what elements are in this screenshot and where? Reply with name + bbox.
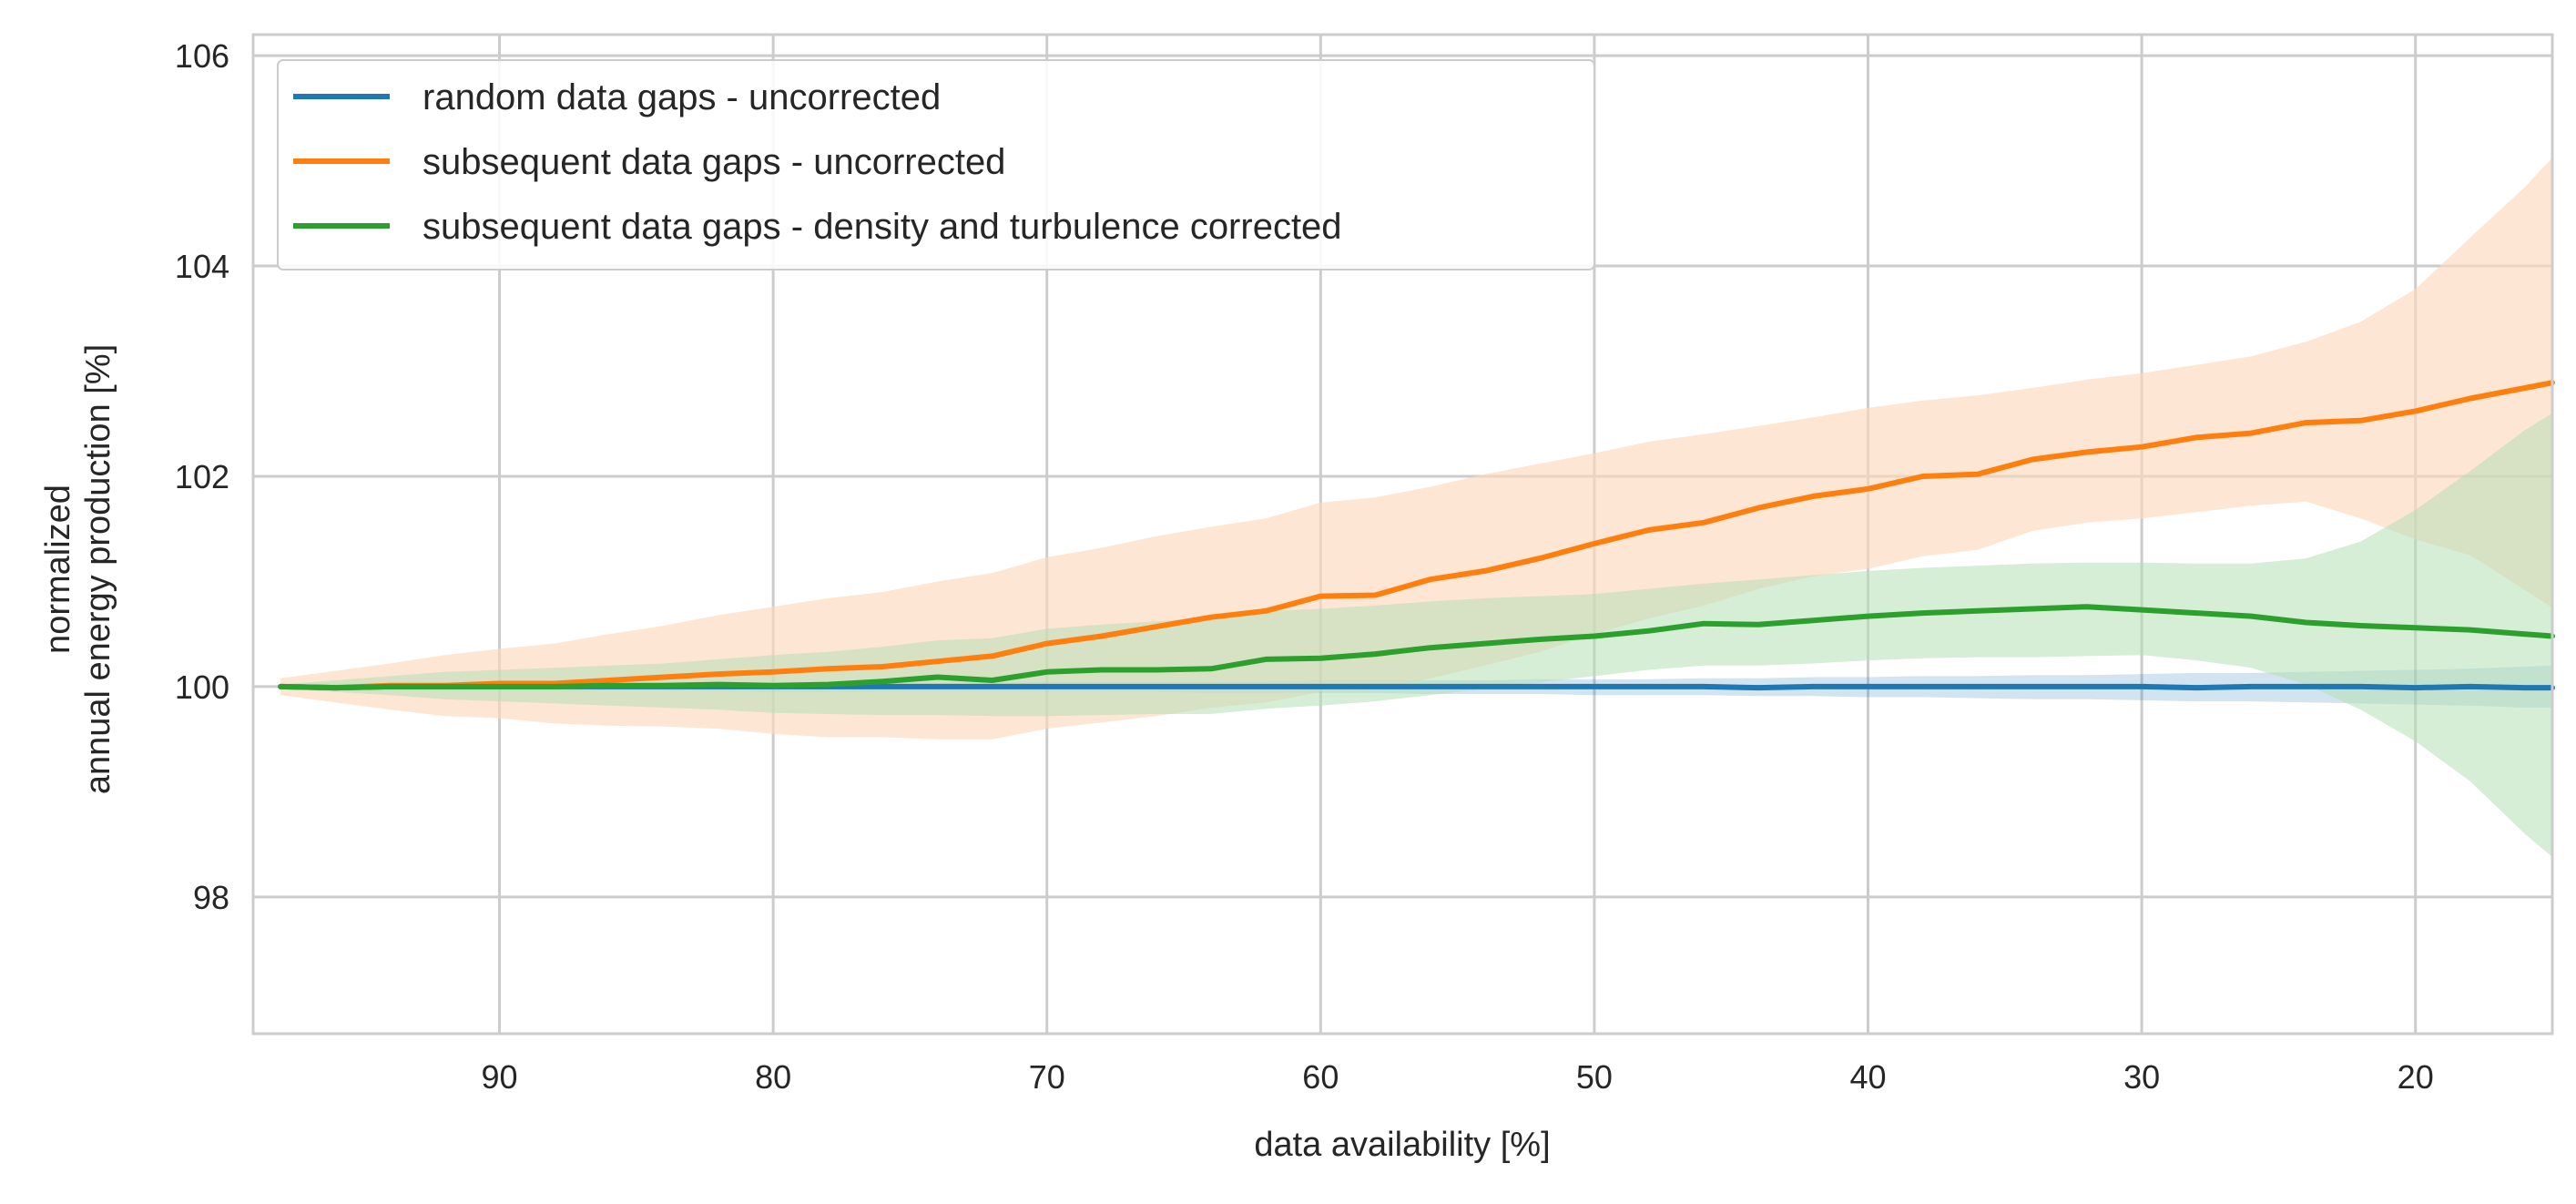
legend-label-random-uncorrected: random data gaps - uncorrected xyxy=(423,77,941,117)
legend: random data gaps - uncorrected subsequen… xyxy=(277,59,1595,270)
series-lines xyxy=(278,380,2555,691)
x-tick-label: 30 xyxy=(2123,1058,2160,1096)
x-tick-label: 80 xyxy=(755,1058,791,1096)
legend-label-subsequent-uncorrected: subsequent data gaps - uncorrected xyxy=(423,142,1005,182)
y-axis-ticks: 98 100 102 104 106 xyxy=(175,37,229,916)
legend-label-subsequent-corrected: subsequent data gaps - density and turbu… xyxy=(423,207,1342,247)
plot-frame xyxy=(251,33,2554,1036)
y-tick-label: 102 xyxy=(175,458,229,495)
y-tick-label: 104 xyxy=(175,248,229,285)
y-tick-label: 100 xyxy=(175,668,229,706)
line-subsequent-uncorrected xyxy=(278,380,2555,691)
legend-box xyxy=(277,59,1595,270)
x-tick-label: 60 xyxy=(1302,1058,1339,1096)
line-subsequent-corrected xyxy=(278,604,2555,691)
y-axis-label-line-2: annual energy production [%] xyxy=(79,344,117,794)
x-axis-ticks: 90 80 70 60 50 40 30 20 xyxy=(482,1058,2434,1096)
x-tick-label: 40 xyxy=(1849,1058,1886,1096)
y-axis-label-line-1: normalized xyxy=(39,485,77,654)
band-subsequent-corrected xyxy=(280,413,2552,857)
x-tick-label: 90 xyxy=(482,1058,518,1096)
y-axis-label: normalized annual energy production [%] xyxy=(39,344,117,794)
x-tick-label: 20 xyxy=(2398,1058,2434,1096)
y-tick-label: 106 xyxy=(175,37,229,75)
x-axis-label: data availability [%] xyxy=(1254,1126,1550,1164)
x-tick-label: 50 xyxy=(1576,1058,1613,1096)
y-tick-label: 98 xyxy=(193,879,229,916)
x-tick-label: 70 xyxy=(1029,1058,1065,1096)
